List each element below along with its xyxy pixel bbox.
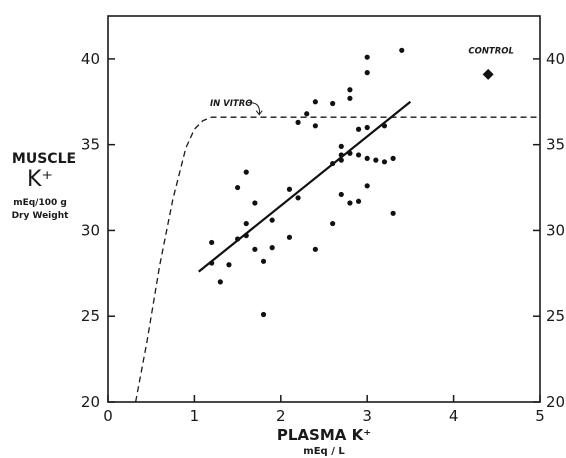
y-tick-label-left: 30 [81,221,100,239]
plot-frame [107,15,541,403]
data-point [364,183,370,189]
y-tick-label-right: 35 [546,136,565,154]
y-tick-label-right: 25 [546,307,565,325]
data-point [304,111,310,117]
control-label: CONTROL [468,47,514,57]
x-tick-label: 2 [276,407,286,425]
data-point [330,100,336,107]
data-point [260,258,267,264]
data-point [347,87,353,93]
data-point [364,155,370,161]
x-tick-label: 4 [449,407,459,425]
x-tick-label: 1 [190,407,200,425]
data-point [269,245,275,251]
data-point [243,232,249,239]
data-point [312,123,318,129]
in-vitro-label: IN VITRO [210,99,253,109]
data-point [217,279,223,285]
data-point [355,198,362,204]
data-point [330,160,336,167]
data-point [286,186,293,192]
in-vitro-arrowhead [255,110,263,116]
data-point [390,155,396,161]
data-point [390,210,396,216]
y-tick-label-right: 20 [546,393,565,411]
regression-line [198,100,412,273]
plot-border [107,15,541,403]
data-point [364,70,370,76]
y-axis-label-symbol: K⁺ [27,167,53,192]
data-point [338,157,344,163]
x-tick-label: 0 [103,407,113,425]
data-point [226,262,232,268]
y-axis-label-main: MUSCLE [12,151,76,167]
data-point [209,260,215,266]
data-point [355,152,362,158]
x-axis-label-main: PLASMA K⁺ [277,426,371,444]
x-tick-label: 5 [535,407,545,425]
data-point [399,47,405,53]
data-point [286,234,293,240]
data-point [373,157,379,163]
data-point [330,220,336,227]
data-point [269,217,275,223]
y-tick-label-left: 40 [81,50,100,68]
data-point [347,150,353,156]
data-point [252,246,258,252]
data-points [209,47,405,318]
y-axis-label-unit-2: Dry Weight [12,211,70,221]
data-point [252,200,258,206]
data-point [364,54,370,60]
data-point [260,311,267,318]
y-tick-label-left: 35 [81,136,100,154]
data-point [312,246,318,252]
y-axis-label-unit-1: mEq/100 g [13,198,67,208]
data-point [347,200,353,206]
data-point [235,236,241,242]
x-axis-label-unit: mEq / L [303,446,345,457]
data-point [347,95,353,101]
data-point [355,126,362,132]
data-point [295,119,301,125]
control-marker-group: CONTROL [468,47,514,80]
data-point [295,195,301,201]
data-point [312,99,318,105]
data-point [381,123,388,129]
data-point [338,152,344,158]
y-tick-label-right: 30 [546,221,565,239]
in-vitro-curve: IN VITRO [134,99,540,403]
data-point [235,184,241,191]
data-point [209,239,215,246]
in-vitro-dashed-line [134,116,540,403]
data-point [364,124,370,131]
data-point [338,191,344,198]
y-tick-label-right: 40 [546,50,565,68]
y-tick-label-left: 20 [81,393,100,411]
data-point [243,220,249,227]
y-tick-label-left: 25 [81,307,100,325]
data-point [381,159,388,165]
x-tick-label: 3 [362,407,372,425]
in-vitro-arrow [247,102,260,115]
control-marker [482,68,494,80]
data-point [338,143,344,149]
data-point [243,169,249,175]
regression-layer [198,100,412,273]
